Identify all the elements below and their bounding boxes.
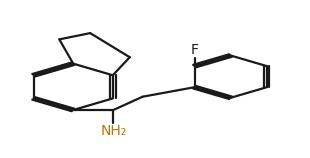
Text: NH₂: NH₂ <box>100 124 126 138</box>
Text: F: F <box>191 43 198 57</box>
